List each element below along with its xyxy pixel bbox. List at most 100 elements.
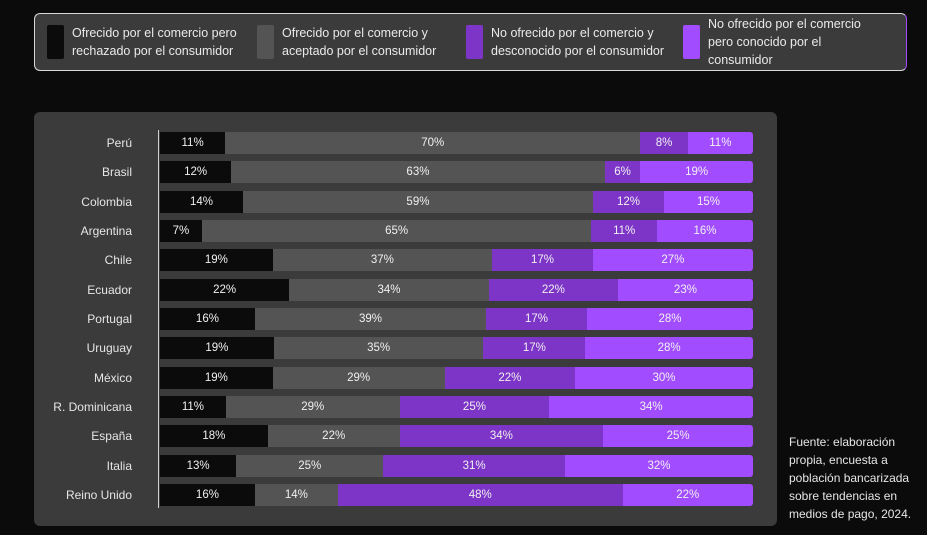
category-label: Perú <box>106 136 132 150</box>
bar-segment: 16% <box>160 484 255 506</box>
bar-segment: 19% <box>640 161 753 183</box>
data-label: 32% <box>647 460 671 472</box>
bar-row: 11% 29% 25% 34% <box>160 396 753 418</box>
data-label: 28% <box>657 342 681 354</box>
bar-segment: 39% <box>254 308 487 330</box>
data-label: 18% <box>202 430 226 442</box>
data-label: 39% <box>358 313 383 325</box>
bar-segment: 16% <box>657 220 753 242</box>
chart-legend: Ofrecido por el comercio pero rechazado … <box>34 13 907 71</box>
data-label: 14% <box>284 489 308 501</box>
legend-label: No ofrecido por el comercio pero conocid… <box>708 17 861 67</box>
data-label: 15% <box>696 196 721 208</box>
bar-segment: 34% <box>549 396 753 418</box>
bar-row: 12% 63% 6% 19% <box>160 161 753 183</box>
bar-segment: 63% <box>231 161 605 183</box>
data-label: 59% <box>406 196 430 208</box>
legend-label: No ofrecido por el comercio y desconocid… <box>491 26 665 58</box>
bar-row: 14% 59% 12% 15% <box>160 191 753 213</box>
data-label: 11% <box>181 401 205 413</box>
data-label: 70% <box>421 137 445 149</box>
data-label: 25% <box>666 430 690 442</box>
data-label: 25% <box>298 460 322 472</box>
bar-row: 13% 25% 31% 32% <box>160 455 753 477</box>
bar-segment: 28% <box>585 337 753 359</box>
bar-segment: 32% <box>565 455 753 477</box>
legend-swatch <box>257 25 274 59</box>
data-label: 25% <box>462 401 486 413</box>
bar-segment: 6% <box>604 161 641 183</box>
bar-segment: 22% <box>160 279 290 301</box>
bar-row: 19% 29% 22% 30% <box>160 367 753 389</box>
bar-segment: 34% <box>289 279 489 301</box>
bar-segment: 11% <box>160 132 226 154</box>
data-label: 7% <box>172 225 190 237</box>
bar-segment: 29% <box>225 396 400 418</box>
legend-label: Ofrecido por el comercio y aceptado por … <box>282 26 437 58</box>
bar-segment: 15% <box>664 191 753 213</box>
category-label: España <box>91 429 132 443</box>
category-label: Argentina <box>80 224 132 238</box>
bar-segment: 11% <box>160 396 226 418</box>
bar-segment: 35% <box>273 337 484 359</box>
data-label: 8% <box>655 137 673 149</box>
bar-segment: 30% <box>575 367 753 389</box>
bar-row: 16% 14% 48% 22% <box>160 484 753 506</box>
data-label: 30% <box>652 372 676 384</box>
data-label: 37% <box>370 254 394 266</box>
legend-item-accepted: Ofrecido por el comercio y aceptado por … <box>257 24 466 60</box>
bar-segment: 22% <box>267 425 400 447</box>
bar-segment: 59% <box>243 191 593 213</box>
data-label: 22% <box>213 284 237 296</box>
bar-segment: 11% <box>687 132 753 154</box>
bar-segment: 8% <box>640 132 688 154</box>
bar-segment: 22% <box>488 279 618 301</box>
data-label: 23% <box>673 284 697 296</box>
bar-segment: 19% <box>160 337 274 359</box>
legend-item-rejected: Ofrecido por el comercio pero rechazado … <box>47 24 257 60</box>
data-label: 29% <box>347 372 371 384</box>
data-label: 16% <box>195 489 219 501</box>
bar-segment: 17% <box>492 249 593 271</box>
bar-row: 19% 37% 17% 27% <box>160 249 753 271</box>
data-label: 14% <box>189 196 214 208</box>
data-label: 17% <box>522 342 546 354</box>
data-label: 22% <box>322 430 346 442</box>
category-label: Uruguay <box>86 341 132 355</box>
data-label: 22% <box>541 284 565 296</box>
data-label: 31% <box>462 460 486 472</box>
category-label: Colombia <box>81 195 132 209</box>
category-label: R. Dominicana <box>53 400 132 414</box>
category-label: México <box>93 371 132 385</box>
data-label: 34% <box>489 430 513 442</box>
data-label: 19% <box>204 254 228 266</box>
legend-swatch <box>47 25 64 59</box>
bar-segment: 11% <box>591 220 658 242</box>
y-axis-line <box>158 130 159 508</box>
data-label: 65% <box>385 225 409 237</box>
data-label: 11% <box>613 225 636 237</box>
bar-segment: 14% <box>160 191 244 213</box>
bar-segment: 22% <box>622 484 753 506</box>
data-label: 19% <box>204 372 228 384</box>
bar-segment: 25% <box>603 425 753 447</box>
data-label: 28% <box>658 313 682 325</box>
data-label: 11% <box>181 137 204 149</box>
bar-segment: 28% <box>586 308 753 330</box>
bar-segment: 12% <box>592 191 665 213</box>
data-label: 11% <box>709 137 732 149</box>
data-label: 6% <box>614 166 631 178</box>
bar-segment: 31% <box>383 455 566 477</box>
category-label: Reino Unido <box>65 488 132 502</box>
bar-segment: 12% <box>160 161 232 183</box>
bar-segment: 16% <box>160 308 255 330</box>
data-label: 16% <box>693 225 717 237</box>
data-label: 48% <box>468 489 492 501</box>
data-label: 34% <box>377 284 401 296</box>
bar-segment: 25% <box>399 396 550 418</box>
legend-item-unknown: No ofrecido por el comercio y desconocid… <box>466 24 683 60</box>
category-label: Ecuador <box>87 283 132 297</box>
bar-segment: 70% <box>225 132 641 154</box>
data-label: 29% <box>301 401 325 413</box>
bar-segment: 65% <box>201 220 592 242</box>
